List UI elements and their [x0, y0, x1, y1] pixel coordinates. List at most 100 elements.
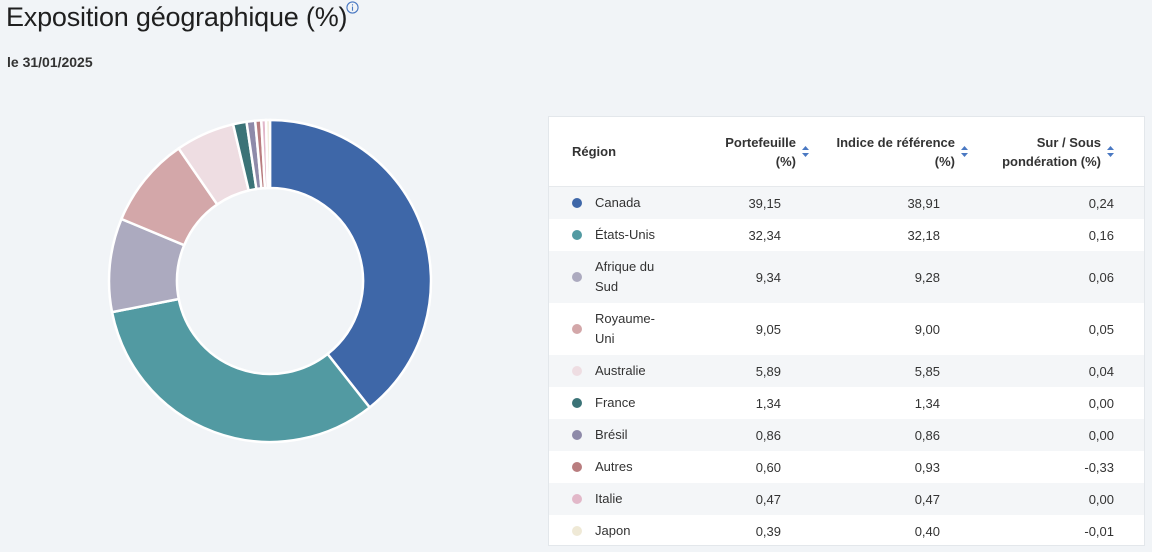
legend-dot: [572, 526, 582, 536]
portfolio-value: 9,05: [755, 321, 781, 337]
overweight-value: 0,04: [1088, 363, 1114, 379]
index-value: 32,18: [907, 227, 940, 243]
region-name-line: Sud: [595, 279, 619, 294]
overweight-value: -0,33: [1084, 459, 1114, 475]
region-cell: Japon: [549, 515, 698, 547]
header-portfolio[interactable]: Portefeuille (%): [698, 117, 817, 187]
header-portfolio-line1: Portefeuille: [725, 134, 796, 150]
region-name-line: Royaume-: [595, 311, 655, 326]
portfolio-value: 9,34: [755, 269, 781, 285]
legend-dot: [572, 272, 582, 282]
portfolio-value: 0,39: [755, 523, 781, 539]
region-cell: Brésil: [549, 419, 698, 451]
header-index[interactable]: Indice de référence (%): [817, 117, 976, 187]
donut-slice[interactable]: [110, 297, 372, 444]
region-name-line: États-Unis: [595, 227, 655, 242]
region-name-line: Afrique du: [595, 259, 655, 274]
legend-dot: [572, 462, 582, 472]
region-name: Canada: [595, 193, 667, 213]
table-row: Afrique du Sud 9,34 9,28 0,06: [549, 251, 1144, 303]
region-name-line: France: [595, 395, 636, 410]
header-portfolio-line2: (%): [775, 153, 796, 169]
region-name: Royaume- Uni: [595, 309, 667, 349]
overweight-value: 0,24: [1088, 195, 1114, 211]
index-value: 0,93: [914, 459, 940, 475]
region-name: Japon: [595, 521, 667, 541]
exposure-table-card: Région Portefeuille (%) Indice de réf: [548, 116, 1145, 546]
table-row: France 1,34 1,34 0,00: [549, 387, 1144, 419]
header-index-line2: (%): [934, 153, 955, 169]
index-value: 38,91: [907, 195, 940, 211]
region-name-line: Japon: [595, 523, 631, 538]
region-cell: Afrique du Sud: [549, 251, 698, 303]
overweight-value: 0,00: [1088, 395, 1114, 411]
portfolio-value: 39,15: [748, 195, 781, 211]
index-value: 5,85: [914, 363, 940, 379]
region-name: Brésil: [595, 425, 667, 445]
region-name-line: Brésil: [595, 427, 628, 442]
header-index-line1: Indice de référence: [836, 134, 956, 150]
portfolio-value: 0,86: [755, 427, 781, 443]
table-row: Autres 0,60 0,93 -0,33: [549, 451, 1144, 483]
overweight-value: 0,06: [1088, 269, 1114, 285]
region-name-line: Australie: [595, 363, 646, 378]
region-name-line: Autres: [595, 459, 633, 474]
as-of-date: le 31/01/2025: [7, 54, 93, 70]
table-row: Italie 0,47 0,47 0,00: [549, 483, 1144, 515]
legend-dot: [572, 494, 582, 504]
index-value: 0,40: [914, 523, 940, 539]
info-circle-icon[interactable]: [346, 1, 359, 14]
region-name: Autres: [595, 457, 667, 477]
region-name: Australie: [595, 361, 667, 381]
index-value: 0,47: [914, 491, 940, 507]
table-header-row: Région Portefeuille (%) Indice de réf: [549, 117, 1144, 187]
index-value: 0,86: [914, 427, 940, 443]
overweight-value: 0,00: [1088, 491, 1114, 507]
header-region: Région: [549, 117, 698, 187]
legend-dot: [572, 430, 582, 440]
header-overweight[interactable]: Sur / Sous pondération (%): [976, 117, 1144, 187]
region-cell: Autres: [549, 451, 698, 483]
portfolio-value: 1,34: [755, 395, 781, 411]
region-cell: Royaume- Uni: [549, 303, 698, 355]
header-overweight-line1: Sur / Sous: [1036, 134, 1101, 150]
region-cell: Italie: [549, 483, 698, 515]
legend-dot: [572, 366, 582, 376]
region-cell: Australie: [549, 355, 698, 387]
page-title: Exposition géographique (%): [6, 2, 348, 32]
sort-icon[interactable]: [802, 146, 809, 157]
table-row: Australie 5,89 5,85 0,04: [549, 355, 1144, 387]
exposure-table: Région Portefeuille (%) Indice de réf: [549, 117, 1144, 547]
sort-icon[interactable]: [961, 146, 968, 157]
legend-dot: [572, 398, 582, 408]
region-name: États-Unis: [595, 225, 667, 245]
header-overweight-line2: pondération (%): [1002, 153, 1101, 169]
index-value: 9,00: [914, 321, 940, 337]
portfolio-value: 0,47: [755, 491, 781, 507]
region-cell: France: [549, 387, 698, 419]
donut-slice[interactable]: [268, 118, 433, 410]
overweight-value: 0,05: [1088, 321, 1114, 337]
overweight-value: 0,16: [1088, 227, 1114, 243]
index-value: 1,34: [914, 395, 940, 411]
legend-dot: [572, 324, 582, 334]
region-name: Afrique du Sud: [595, 257, 667, 297]
table-row: Brésil 0,86 0,86 0,00: [549, 419, 1144, 451]
region-cell: Canada: [549, 187, 698, 220]
region-cell: États-Unis: [549, 219, 698, 251]
sort-icon[interactable]: [1107, 146, 1114, 157]
region-name-line: Italie: [595, 491, 623, 506]
donut-chart: [107, 118, 433, 444]
table-row: Canada 39,15 38,91 0,24: [549, 186, 1144, 220]
overweight-value: -0,01: [1084, 523, 1114, 539]
header-region-label: Région: [572, 144, 617, 159]
region-name-line: Canada: [595, 195, 641, 210]
region-name: France: [595, 393, 667, 413]
legend-dot: [572, 198, 582, 208]
portfolio-value: 32,34: [748, 227, 781, 243]
overweight-value: 0,00: [1088, 427, 1114, 443]
table-row: Royaume- Uni 9,05 9,00 0,05: [549, 303, 1144, 355]
donut-slice[interactable]: [264, 118, 272, 190]
region-name: Italie: [595, 489, 667, 509]
portfolio-value: 5,89: [755, 363, 781, 379]
